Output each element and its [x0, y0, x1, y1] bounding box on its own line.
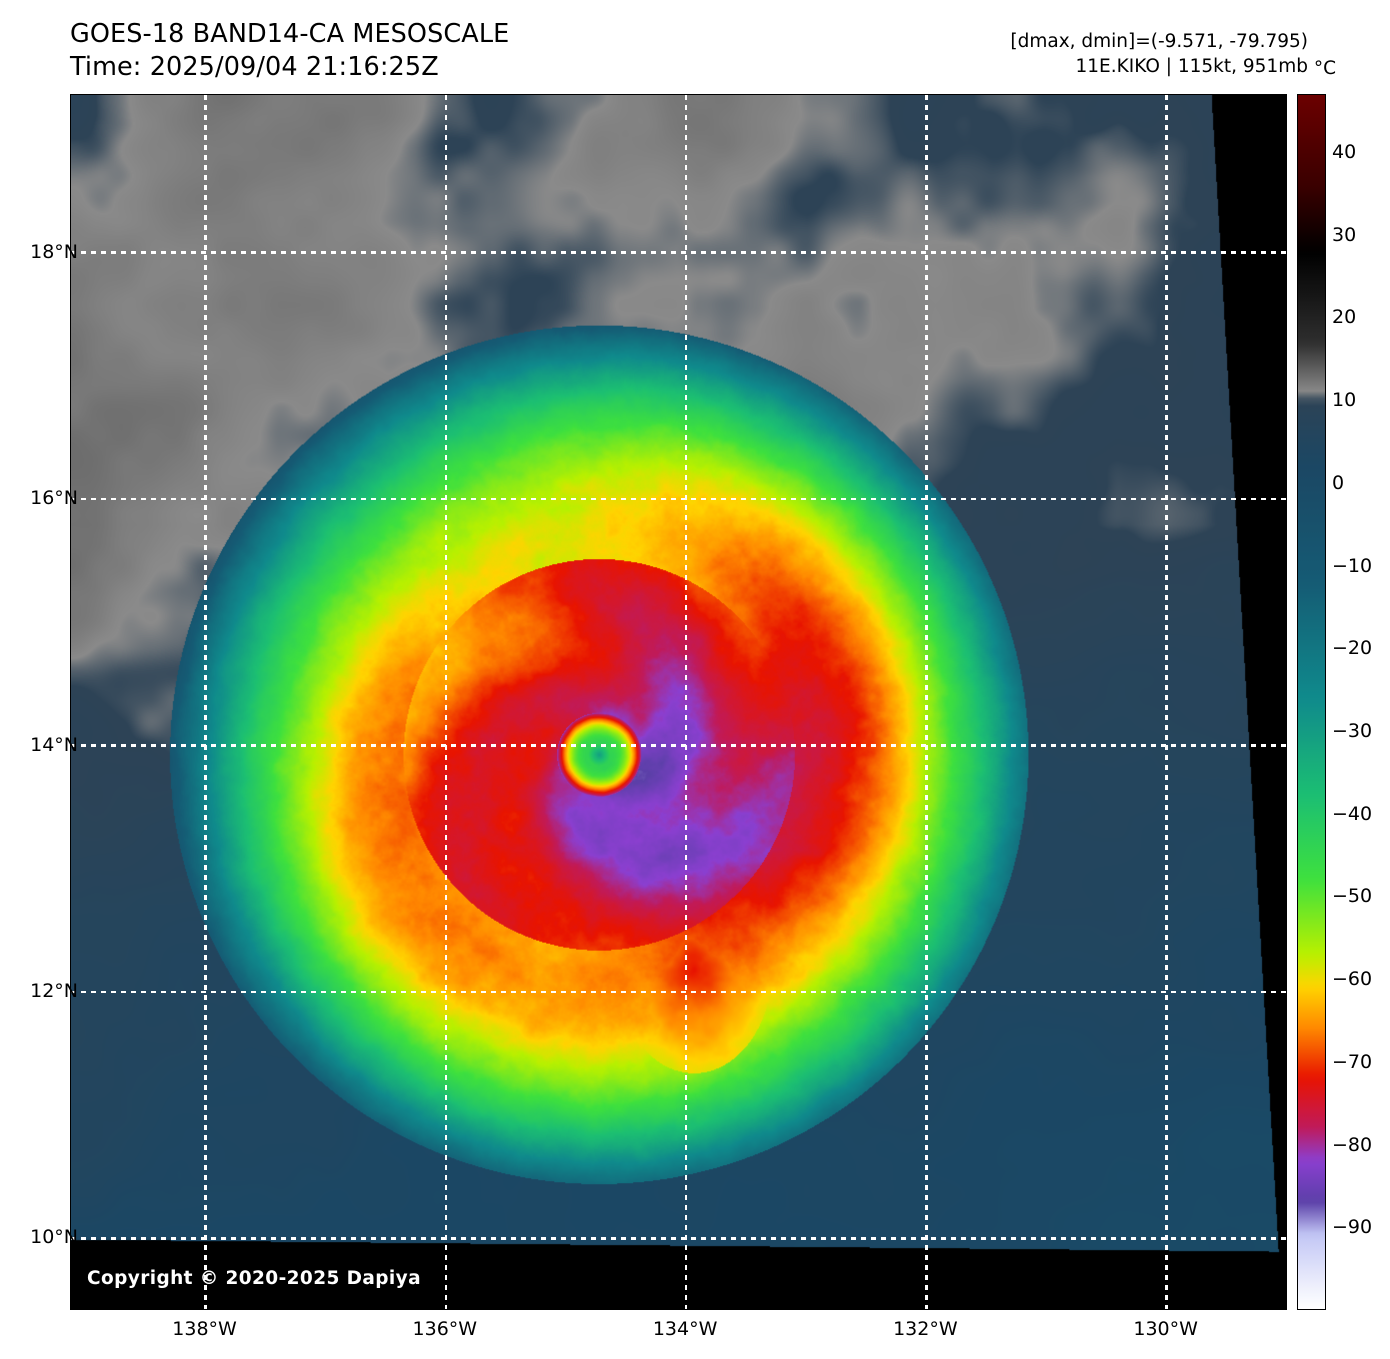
x-tick-label: 130°W: [1133, 1318, 1198, 1340]
colorbar-tick: −70: [1332, 1050, 1373, 1073]
colorbar-tick: 10: [1332, 389, 1357, 412]
satellite-imagery-canvas: [71, 95, 1286, 1309]
header-meta-block: [dmax, dmin]=(-9.571, -79.795) 11E.KIKO …: [1010, 30, 1308, 79]
timestamp-label: Time: 2025/09/04 21:16:25Z: [70, 52, 439, 83]
y-tick-label: 10°N: [30, 1226, 78, 1249]
colorbar-tick: −30: [1332, 719, 1373, 742]
colorbar-tick: −10: [1332, 554, 1373, 577]
colorbar-gradient: [1298, 95, 1325, 1309]
y-tick-label: 16°N: [30, 487, 78, 510]
x-tick-label: 138°W: [172, 1318, 237, 1340]
y-tick-label: 12°N: [30, 979, 78, 1002]
colorbar-tick: 30: [1332, 223, 1357, 246]
colorbar-unit-label: °C: [1313, 58, 1337, 79]
header-title-block: GOES-18 BAND14-CA MESOSCALE Time: 2025/0…: [70, 18, 509, 84]
colorbar-tick: −80: [1332, 1133, 1373, 1156]
colorbar[interactable]: [1297, 94, 1326, 1310]
y-tick-label: 14°N: [30, 733, 78, 756]
dmax-dmin-label: [dmax, dmin]=(-9.571, -79.795): [1010, 31, 1308, 52]
colorbar-tick: −90: [1332, 1216, 1373, 1239]
colorbar-tick: −50: [1332, 885, 1373, 908]
storm-info-label: 11E.KIKO | 115kt, 951mb: [1075, 55, 1309, 77]
colorbar-tick: −20: [1332, 637, 1373, 660]
satellite-image-plot[interactable]: Copyright © 2020-2025 Dapiya: [70, 94, 1287, 1310]
x-tick-label: 132°W: [893, 1318, 958, 1340]
y-tick-label: 18°N: [30, 240, 78, 263]
copyright-label: Copyright © 2020-2025 Dapiya: [87, 1268, 421, 1289]
x-tick-label: 136°W: [412, 1318, 478, 1340]
colorbar-tick: 0: [1332, 471, 1345, 494]
colorbar-tick: 40: [1332, 140, 1357, 163]
x-tick-label: 134°W: [652, 1318, 718, 1340]
page-title: GOES-18 BAND14-CA MESOSCALE: [70, 19, 510, 49]
colorbar-tick: −40: [1332, 802, 1373, 825]
colorbar-tick: −60: [1332, 968, 1373, 991]
colorbar-tick: 20: [1332, 306, 1357, 329]
